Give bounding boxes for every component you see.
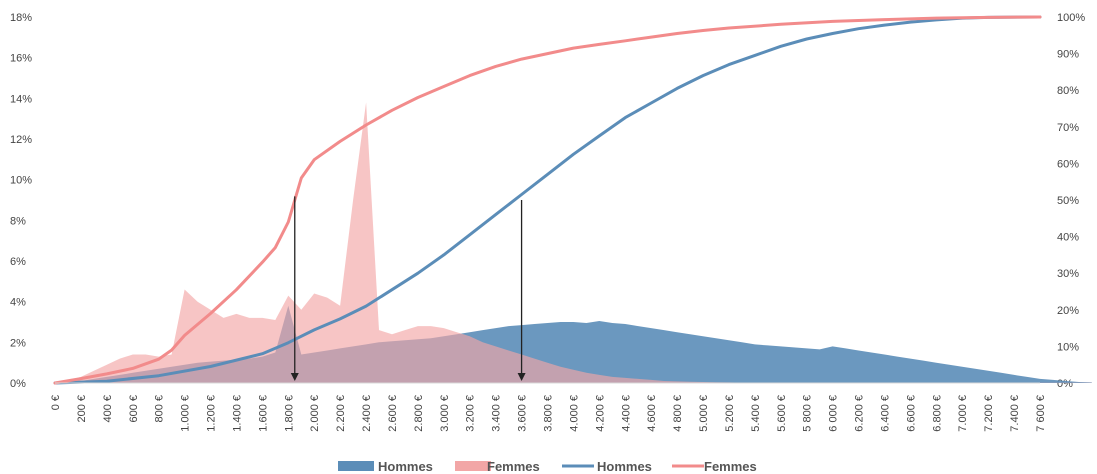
y-left-tick-label: 18% bbox=[10, 12, 32, 24]
y-right-tick-label: 0% bbox=[1057, 378, 1073, 390]
x-tick-label: 5.400 € bbox=[750, 395, 762, 432]
x-tick-label: 5.200 € bbox=[724, 395, 736, 432]
x-tick-label: 6.600 € bbox=[905, 395, 917, 432]
y-left-tick-label: 16% bbox=[10, 53, 32, 65]
x-tick-label: 600 € bbox=[128, 395, 140, 423]
legend-label: Femmes bbox=[487, 459, 540, 474]
x-tick-label: 1.400 € bbox=[231, 395, 243, 432]
line-femmes-cumulative bbox=[53, 15, 1042, 385]
legend-label: Femmes bbox=[704, 459, 757, 474]
y-left-tick-label: 0% bbox=[10, 378, 26, 390]
x-tick-label: 1.200 € bbox=[206, 395, 218, 432]
y-right-tick-label: 60% bbox=[1057, 158, 1079, 170]
y-right-tick-label: 90% bbox=[1057, 49, 1079, 61]
x-tick-label: 800 € bbox=[154, 395, 166, 423]
x-tick-label: 7.000 € bbox=[957, 395, 969, 432]
x-tick-label: 7.200 € bbox=[983, 395, 995, 432]
x-tick-label: 3.400 € bbox=[491, 395, 503, 432]
y-right-tick-label: 80% bbox=[1057, 85, 1079, 97]
x-tick-label: 6 000 € bbox=[828, 395, 840, 432]
x-tick-label: 4.000 € bbox=[568, 395, 580, 432]
y-right-tick-label: 10% bbox=[1057, 341, 1079, 353]
x-tick-label: 1.600 € bbox=[257, 395, 269, 432]
legend-label: Hommes bbox=[378, 459, 433, 474]
x-tick-label: 2.000 € bbox=[309, 395, 321, 432]
x-tick-label: 0 € bbox=[50, 395, 62, 410]
annotation-arrows bbox=[290, 196, 526, 381]
x-axis: 0 € 200 € 400 € 600 € 800 € 1.000 € 1.200 € 1.4… bbox=[50, 395, 1047, 432]
legend-swatch bbox=[338, 461, 374, 471]
line-series bbox=[53, 15, 1042, 385]
x-tick-label: 2.800 € bbox=[413, 395, 425, 432]
x-tick-label: 4 800 € bbox=[672, 395, 684, 432]
y-axis-right: 0% 10% 20% 30% 40% 50% 60% 70% 80% 90% 100% bbox=[1057, 12, 1085, 390]
x-tick-label: 400 € bbox=[102, 395, 114, 423]
y-axis-left: 0% 2% 4% 6% 8% 10% 12% 14% 16% 18% bbox=[10, 12, 32, 390]
x-tick-label: 3.200 € bbox=[465, 395, 477, 432]
x-tick-label: 5.600 € bbox=[776, 395, 788, 432]
y-right-tick-label: 20% bbox=[1057, 305, 1079, 317]
line-hommes-cumulative bbox=[53, 15, 1042, 385]
x-tick-label: 7.400 € bbox=[1009, 395, 1021, 432]
x-tick-label: 2.400 € bbox=[361, 395, 373, 432]
y-right-tick-label: 30% bbox=[1057, 268, 1079, 280]
y-left-tick-label: 14% bbox=[10, 93, 32, 105]
annotation-arrowhead bbox=[517, 373, 526, 381]
x-tick-label: 2.200 € bbox=[335, 395, 347, 432]
legend-label: Hommes bbox=[597, 459, 652, 474]
annotation-arrowhead bbox=[290, 373, 299, 381]
y-left-tick-label: 6% bbox=[10, 256, 26, 268]
y-right-tick-label: 100% bbox=[1057, 12, 1085, 24]
area-femmes bbox=[55, 102, 1092, 384]
x-tick-label: 6.200 € bbox=[854, 395, 866, 432]
x-tick-label: 7 600 € bbox=[1035, 395, 1047, 432]
x-tick-label: 2.600 € bbox=[387, 395, 399, 432]
x-tick-label: 6.800 € bbox=[931, 395, 943, 432]
y-left-tick-label: 4% bbox=[10, 297, 26, 309]
x-tick-label: 3.600 € bbox=[517, 395, 529, 432]
x-tick-label: 5 800 € bbox=[802, 395, 814, 432]
x-tick-label: 5.000 € bbox=[698, 395, 710, 432]
legend-swatch bbox=[455, 461, 491, 471]
y-right-tick-label: 50% bbox=[1057, 195, 1079, 207]
x-tick-label: 4.400 € bbox=[620, 395, 632, 432]
x-tick-label: 3.000 € bbox=[439, 395, 451, 432]
y-left-tick-label: 10% bbox=[10, 175, 32, 187]
legend: Hommes Femmes Hommes Femmes bbox=[338, 459, 757, 474]
x-tick-label: 1.800 € bbox=[283, 395, 295, 432]
y-left-tick-label: 12% bbox=[10, 134, 32, 146]
x-tick-label: 200 € bbox=[76, 395, 88, 423]
x-tick-label: 4.200 € bbox=[594, 395, 606, 432]
y-left-tick-label: 2% bbox=[10, 337, 26, 349]
y-left-tick-label: 8% bbox=[10, 215, 26, 227]
x-tick-label: 1.000 € bbox=[180, 395, 192, 432]
x-tick-label: 6.400 € bbox=[879, 395, 891, 432]
area-series bbox=[55, 102, 1092, 384]
y-right-tick-label: 70% bbox=[1057, 122, 1079, 134]
y-right-tick-label: 40% bbox=[1057, 232, 1079, 244]
x-tick-label: 4.600 € bbox=[646, 395, 658, 432]
x-tick-label: 3.800 € bbox=[543, 395, 555, 432]
